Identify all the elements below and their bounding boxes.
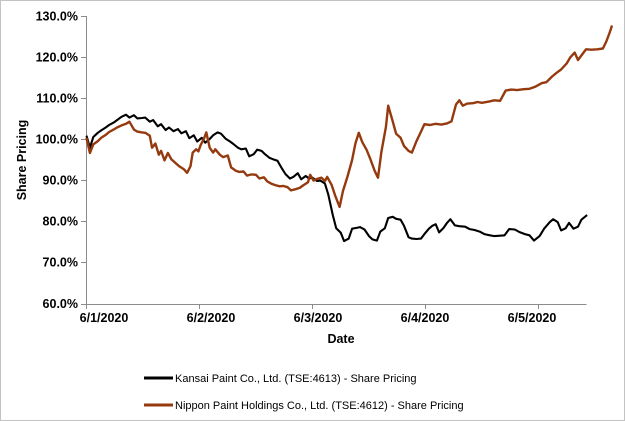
y-tick-label: 120.0% — [36, 51, 78, 65]
legend-label-kansai: Kansai Paint Co., Ltd. (TSE:4613) - Shar… — [175, 373, 417, 385]
x-tick-label: 6/3/2020 — [294, 311, 343, 325]
series-line-kansai — [85, 113, 588, 243]
y-tick-label: 100.0% — [36, 133, 78, 147]
x-tick-label: 6/2/2020 — [187, 311, 236, 325]
x-tick-label: 6/4/2020 — [401, 311, 450, 325]
legend: Kansai Paint Co., Ltd. (TSE:4613) - Shar… — [144, 373, 464, 412]
y-axis-title: Share Pricing — [15, 120, 29, 201]
x-axis-title: Date — [327, 332, 354, 346]
y-tick-labels: 130.0% 120.0% 110.0% 100.0% 90.0% 80.0% … — [36, 10, 78, 312]
legend-item-nippon: Nippon Paint Holdings Co., Ltd. (TSE:461… — [144, 400, 464, 412]
y-tick-label: 130.0% — [36, 10, 78, 24]
series-line-nippon — [85, 25, 614, 209]
x-tick-label: 6/5/2020 — [508, 311, 557, 325]
legend-label-nippon: Nippon Paint Holdings Co., Ltd. (TSE:461… — [175, 400, 464, 412]
y-tick-label: 90.0% — [43, 174, 78, 188]
y-tick-label: 60.0% — [43, 297, 78, 311]
x-tick-label: 6/1/2020 — [80, 311, 129, 325]
y-tick-label: 70.0% — [43, 256, 78, 270]
y-axis — [81, 16, 87, 305]
x-axis — [86, 304, 587, 309]
x-tick-labels: 6/1/2020 6/2/2020 6/3/2020 6/4/2020 6/5/… — [80, 311, 557, 325]
y-tick-label: 110.0% — [36, 92, 78, 106]
y-tick-label: 80.0% — [43, 215, 78, 229]
legend-item-kansai: Kansai Paint Co., Ltd. (TSE:4613) - Shar… — [144, 373, 417, 385]
